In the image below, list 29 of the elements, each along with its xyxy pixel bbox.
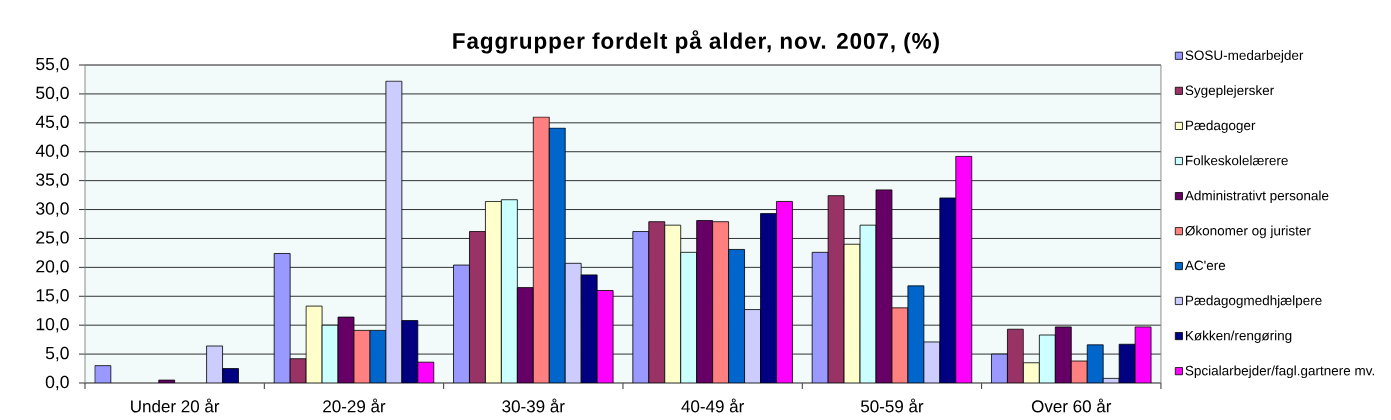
y-tick-label: 15,0 bbox=[36, 289, 69, 304]
y-tick-label: 45,0 bbox=[35, 115, 69, 131]
y-tick-label: 40,0 bbox=[35, 144, 69, 159]
legend-label: Administrativt personale bbox=[1184, 190, 1329, 204]
y-tick-label: 10,0 bbox=[36, 317, 69, 333]
x-tick-label: Under 20 år bbox=[131, 398, 220, 413]
x-tick-label: 30-39 år bbox=[502, 398, 565, 413]
chart-title: Faggrupper fordelt på alder, nov. 2007, (%) bbox=[453, 30, 939, 54]
y-tick-label: 5,0 bbox=[45, 346, 69, 362]
legend-label: Pædagogmedhjælpere bbox=[1186, 295, 1322, 308]
legend-label: Køkken/rengøring bbox=[1186, 330, 1292, 344]
x-tick-label: 50-59 år bbox=[860, 398, 924, 413]
x-tick-label: 20-29 år bbox=[323, 398, 386, 413]
y-tick-label: 20,0 bbox=[36, 260, 69, 275]
y-tick-label: 35,0 bbox=[36, 173, 69, 188]
legend-label: SOSU-medarbejder bbox=[1185, 50, 1304, 63]
legend-label: Økonomer og jurister bbox=[1185, 225, 1311, 239]
legend-label: Pædagoger bbox=[1186, 120, 1256, 133]
legend-label: Folkeskolelærere bbox=[1186, 155, 1288, 166]
y-tick-label: 25,0 bbox=[36, 231, 69, 246]
x-tick-label: Over 60 år bbox=[1031, 398, 1112, 413]
y-tick-label: 0,0 bbox=[45, 375, 69, 391]
legend-label: Spcialarbejder/fagl.gartnere mv. bbox=[1185, 365, 1374, 379]
y-tick-label: 50,0 bbox=[36, 86, 69, 102]
y-tick-label: 55,0 bbox=[36, 57, 69, 73]
y-tick-label: 30,0 bbox=[36, 202, 69, 217]
legend-label: Sygeplejersker bbox=[1185, 85, 1274, 98]
x-tick-label: 40-49 år bbox=[681, 398, 744, 413]
legend-label: AC'ere bbox=[1184, 260, 1226, 271]
